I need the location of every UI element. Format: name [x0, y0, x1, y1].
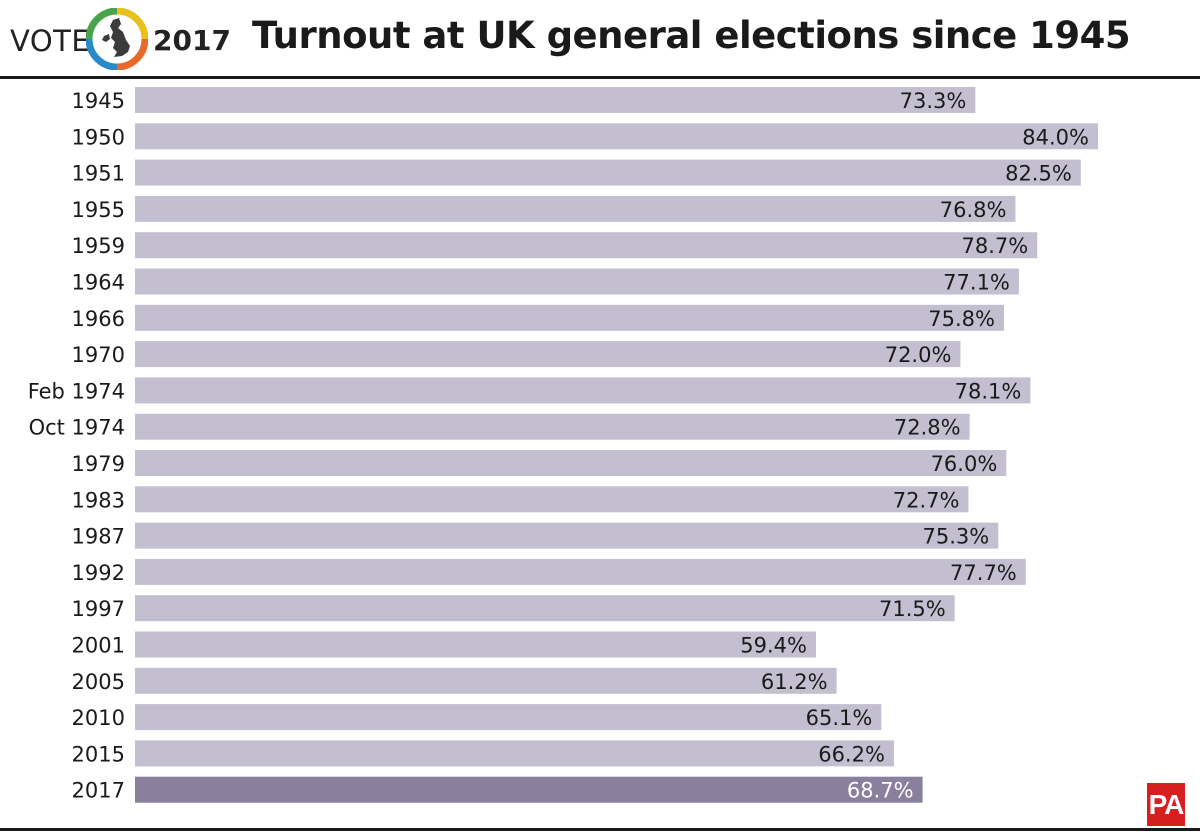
bar-1970	[135, 341, 961, 368]
category-label: 1955	[72, 198, 125, 222]
vote-word: VOTE	[10, 24, 91, 58]
bar-2017	[135, 776, 923, 803]
category-label: 1987	[72, 525, 125, 549]
category-label: Feb 1974	[28, 379, 125, 403]
value-label: 66.2%	[818, 742, 885, 766]
category-label: 2005	[72, 670, 125, 694]
value-label: 61.2%	[761, 670, 828, 694]
value-label: 84.0%	[1022, 125, 1089, 149]
bar-1979	[135, 450, 1007, 476]
value-label: 75.3%	[923, 525, 990, 549]
header-divider	[0, 76, 1200, 79]
footer-divider	[0, 828, 1200, 831]
value-label: 59.4%	[740, 634, 807, 658]
category-label: 1997	[72, 597, 125, 621]
bar-1983	[135, 486, 969, 513]
value-label: 73.3%	[900, 89, 967, 113]
pa-logo: PA	[1147, 783, 1185, 826]
header: VOTE 2017 Turnout at UK general election…	[0, 0, 1200, 80]
bar-oct-1974	[135, 413, 970, 440]
bar-2015	[135, 740, 894, 767]
category-label: 1951	[72, 162, 125, 186]
category-label: 1983	[72, 488, 125, 512]
value-label: 76.8%	[940, 198, 1007, 222]
bar-1951	[135, 159, 1081, 186]
uk-map-ring-icon	[86, 8, 148, 70]
category-label: 2010	[72, 706, 125, 730]
category-label: 1945	[72, 89, 125, 113]
bar-2005	[135, 667, 837, 694]
bar-1964	[135, 268, 1019, 295]
bar-1950	[135, 123, 1098, 150]
category-label: 1964	[72, 271, 125, 295]
value-label: 77.1%	[943, 271, 1010, 295]
chart-title: Turnout at UK general elections since 19…	[252, 14, 1131, 57]
turnout-bar-chart: 1945 73.3% 1950 84.0% 1951 82.5% 1955 76.8% 1959…	[28, 87, 1098, 803]
value-label: 82.5%	[1005, 162, 1072, 186]
value-label: 78.7%	[962, 234, 1029, 258]
bar-1966	[135, 304, 1004, 331]
bar-1959	[135, 232, 1038, 259]
bar-1997	[135, 595, 955, 622]
bar-2010	[135, 704, 882, 731]
value-label: 76.0%	[931, 452, 998, 476]
value-label: 68.7%	[847, 779, 914, 803]
value-label: 72.0%	[885, 343, 952, 367]
category-label: 2017	[72, 779, 125, 803]
bar-1945	[135, 87, 976, 113]
value-label: 72.8%	[894, 416, 961, 440]
value-label: 71.5%	[879, 597, 946, 621]
bar-1955	[135, 195, 1016, 222]
category-label: 1966	[72, 307, 125, 331]
value-label: 75.8%	[928, 307, 995, 331]
value-label: 72.7%	[893, 488, 960, 512]
category-label: 1979	[72, 452, 125, 476]
bar-1992	[135, 558, 1026, 585]
category-label: 1950	[72, 125, 125, 149]
category-label: 2001	[72, 634, 125, 658]
category-label: 1970	[72, 343, 125, 367]
category-label: Oct 1974	[29, 416, 125, 440]
bar-feb-1974	[135, 377, 1031, 404]
category-label: 1959	[72, 234, 125, 258]
value-label: 77.7%	[950, 561, 1017, 585]
value-label: 78.1%	[955, 379, 1022, 403]
value-label: 65.1%	[806, 706, 873, 730]
bar-2001	[135, 631, 816, 658]
category-label: 1992	[72, 561, 125, 585]
category-label: 2015	[72, 742, 125, 766]
bar-1987	[135, 522, 999, 549]
vote-year: 2017	[153, 24, 231, 57]
